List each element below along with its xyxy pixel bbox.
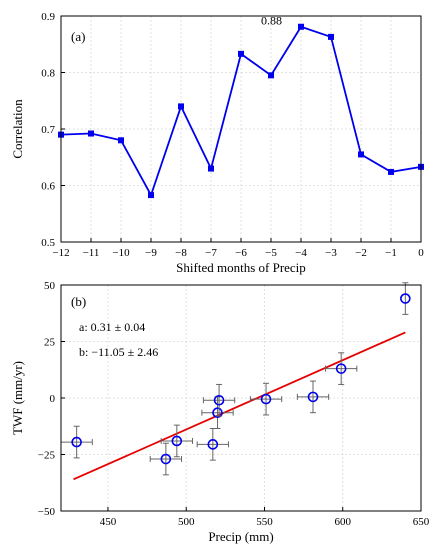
fit-text-a: a: 0.31 ± 0.04 [79, 320, 145, 334]
panel-b-xtick-label: 650 [413, 516, 430, 528]
correlation-point [118, 137, 124, 144]
correlation-point [208, 165, 214, 172]
correlation-point [148, 192, 154, 199]
panel-a-xtick-label: −4 [295, 247, 307, 259]
panel-b-plot-frame [60, 284, 422, 512]
data-point-circle [213, 394, 225, 406]
panel-a-label: (a) [71, 29, 85, 44]
panel-b-series [60, 282, 411, 481]
panel-b-xlabel: Precip (mm) [208, 529, 273, 544]
panel-a-ylabel: Correlation [10, 99, 25, 159]
panel-a-xtick-label: −7 [205, 247, 217, 259]
panel-b-ticks: 450 500 550 600 650 −50 −25 0 25 50 [38, 280, 430, 528]
correlation-point [238, 50, 244, 57]
data-point-circle [160, 453, 172, 465]
correlation-point [328, 33, 334, 40]
data-point-circle [71, 436, 82, 448]
panel-b-ylabel: TWF (mm/yr) [10, 361, 25, 435]
panel-b-xtick-label: 450 [100, 516, 117, 528]
panel-a-ytick-label: 0.9 [41, 11, 55, 23]
panel-a-xtick-label: −12 [52, 247, 69, 259]
panel-b-ytick-label: 50 [44, 280, 56, 292]
data-point-circle [400, 293, 411, 304]
panel-b-ytick-label: −50 [38, 506, 56, 518]
panel-b: 450 500 550 600 650 −50 −25 0 25 50 (b) a: 0.31 ±… [10, 280, 430, 544]
panel-a-ytick-label: 0.7 [41, 124, 55, 136]
panel-b-xtick-label: 550 [256, 516, 273, 528]
panel-a-xtick-label: −1 [385, 247, 397, 259]
panel-b-ytick-label: 0 [50, 393, 56, 405]
panel-b-label: (b) [71, 294, 86, 309]
panel-b-grid [61, 285, 421, 511]
panel-a-grid [61, 16, 421, 242]
panel-a-xlabel: Shifted months of Precip [176, 260, 306, 275]
panel-a-xtick-label: −2 [355, 247, 367, 259]
correlation-point [88, 130, 94, 137]
panel-a-xtick-label: −11 [83, 247, 100, 259]
panel-a-xtick-label: −9 [145, 247, 157, 259]
data-point-circle [260, 393, 272, 405]
panel-a-xtick-label: −6 [235, 247, 247, 259]
correlation-point [268, 72, 274, 79]
panel-a-ytick-label: 0.8 [41, 68, 55, 80]
panel-a-xtick-label: 0 [418, 247, 424, 259]
panel-a-plot-frame [60, 15, 422, 243]
panel-a-ticks: −12 −11 −10 −9 −8 −7 −6 −5 −4 −3 −2 −1 00.50.60.70.8… [41, 11, 424, 259]
fit-text-b: b: −11.05 ± 2.46 [79, 345, 158, 359]
panel-b-xtick-label: 500 [178, 516, 195, 528]
panel-a-ytick-label: 0.6 [41, 181, 55, 193]
panel-a: −12 −11 −10 −9 −8 −7 −6 −5 −4 −3 −2 −1 00.50.60.70.8… [10, 11, 424, 275]
correlation-point [178, 103, 184, 110]
panel-a-xtick-label: −3 [325, 247, 337, 259]
panel-b-xtick-label: 600 [334, 516, 351, 528]
data-point-circle [171, 435, 183, 447]
correlation-point [298, 23, 304, 30]
fit-line [73, 331, 406, 481]
data-point-circle [207, 439, 219, 450]
panel-a-xtick-label: −8 [175, 247, 187, 259]
data-point-circle [335, 363, 347, 374]
panel-b-ytick-label: −25 [38, 450, 56, 462]
data-point-circle [307, 391, 319, 403]
panel-b-ytick-label: 25 [44, 337, 56, 349]
data-point-circle [212, 407, 223, 418]
panel-a-xtick-label: −10 [112, 247, 130, 259]
panel-a-xtick-label: −5 [265, 247, 277, 259]
panel-a-ytick-label: 0.5 [41, 237, 55, 249]
correlation-point [388, 168, 394, 175]
correlation-point [358, 151, 364, 158]
panel-a-annotation: 0.88 [261, 14, 282, 28]
